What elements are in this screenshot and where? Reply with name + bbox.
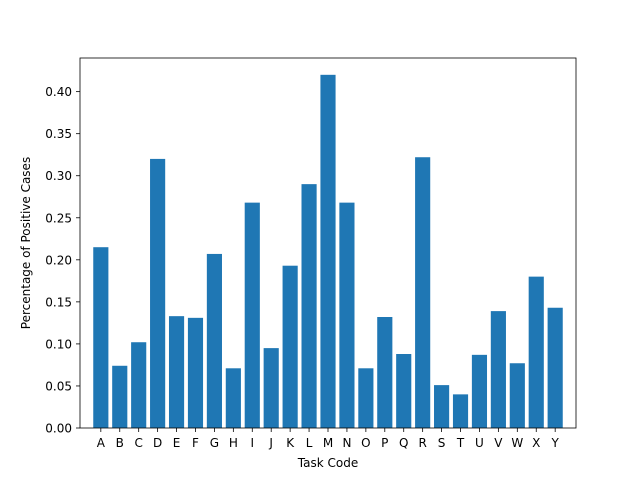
y-tick-label: 0.40 bbox=[45, 85, 72, 99]
x-tick-label-M: M bbox=[323, 436, 333, 450]
x-tick-label-H: H bbox=[229, 436, 238, 450]
bar-G bbox=[206, 253, 222, 428]
y-tick-label: 0.05 bbox=[45, 379, 72, 393]
bar-S bbox=[434, 385, 450, 428]
x-tick-label-L: L bbox=[306, 436, 313, 450]
x-tick-label-G: G bbox=[210, 436, 219, 450]
y-axis-label: Percentage of Positive Cases bbox=[19, 157, 33, 329]
x-tick-label-Q: Q bbox=[399, 436, 408, 450]
bar-A bbox=[93, 247, 109, 428]
y-tick-label: 0.15 bbox=[45, 295, 72, 309]
x-tick-label-U: U bbox=[475, 436, 484, 450]
bar-I bbox=[244, 202, 260, 428]
x-tick-label-O: O bbox=[361, 436, 370, 450]
bar-T bbox=[452, 394, 469, 428]
bar-P bbox=[377, 317, 393, 428]
bar-U bbox=[471, 354, 488, 428]
x-tick-label-I: I bbox=[251, 436, 255, 450]
x-tick-label-F: F bbox=[192, 436, 199, 450]
x-tick-label-T: T bbox=[456, 436, 465, 450]
bar-K bbox=[282, 265, 298, 428]
x-tick-label-E: E bbox=[173, 436, 181, 450]
bar-L bbox=[301, 184, 317, 428]
x-tick-label-B: B bbox=[116, 436, 124, 450]
x-tick-label-D: D bbox=[153, 436, 162, 450]
bar-C bbox=[131, 342, 147, 428]
y-tick-label: 0.30 bbox=[45, 169, 72, 183]
x-tick-label-S: S bbox=[438, 436, 446, 450]
bar-X bbox=[528, 276, 544, 428]
bar-M bbox=[320, 74, 336, 429]
x-tick-label-A: A bbox=[97, 436, 106, 450]
bar-F bbox=[187, 317, 204, 428]
bars-group bbox=[93, 74, 563, 429]
bar-V bbox=[490, 311, 506, 428]
y-tick-label: 0.20 bbox=[45, 253, 72, 267]
x-tick-label-P: P bbox=[381, 436, 388, 450]
bar-B bbox=[112, 365, 128, 428]
bar-D bbox=[150, 158, 166, 428]
x-tick-label-K: K bbox=[286, 436, 295, 450]
x-tick-label-W: W bbox=[511, 436, 523, 450]
bar-O bbox=[358, 368, 374, 428]
x-tick-label-X: X bbox=[532, 436, 540, 450]
x-tick-label-J: J bbox=[268, 436, 273, 450]
bar-J bbox=[263, 348, 279, 428]
x-tick-label-C: C bbox=[134, 436, 142, 450]
bar-E bbox=[168, 316, 185, 428]
y-tick-label: 0.25 bbox=[45, 211, 72, 225]
x-tick-label-N: N bbox=[342, 436, 351, 450]
x-tick-label-R: R bbox=[418, 436, 426, 450]
y-tick-label: 0.00 bbox=[45, 422, 72, 436]
bar-Y bbox=[547, 307, 563, 428]
x-axis-label: Task Code bbox=[297, 456, 358, 470]
y-tick-label: 0.35 bbox=[45, 127, 72, 141]
x-tick-label-V: V bbox=[494, 436, 503, 450]
y-tick-label: 0.10 bbox=[45, 337, 72, 351]
bar-Q bbox=[396, 354, 412, 428]
bar-H bbox=[225, 368, 241, 428]
bar-N bbox=[339, 202, 355, 428]
x-tick-label-Y: Y bbox=[551, 436, 560, 450]
bar-W bbox=[509, 363, 525, 428]
bar-R bbox=[415, 157, 431, 428]
y-axis: 0.00 0.05 0.10 0.15 0.20 0.25 0.30 0.35 0.40 bbox=[45, 85, 80, 436]
